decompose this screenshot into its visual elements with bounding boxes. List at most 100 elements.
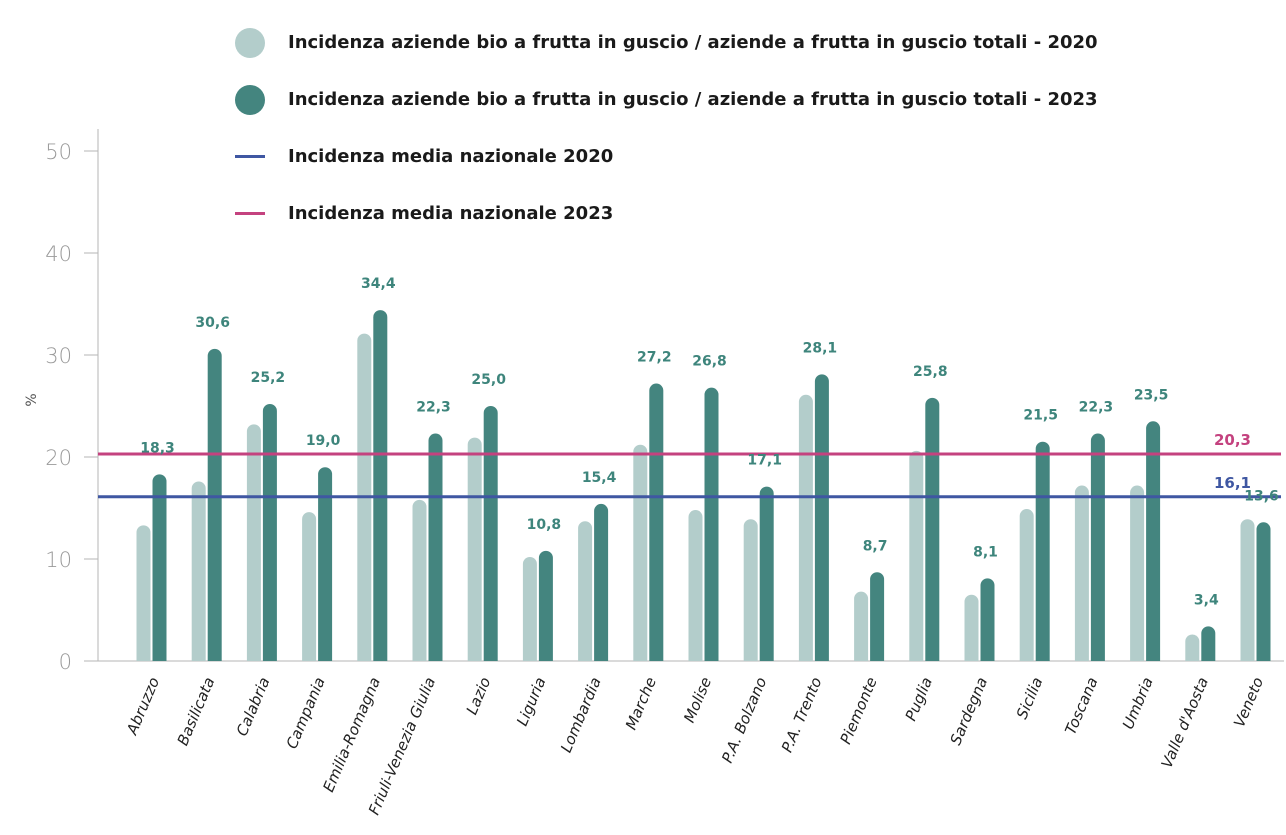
data-label-2023: 26,8 bbox=[692, 354, 727, 370]
data-label-2023: 23,5 bbox=[1134, 387, 1169, 403]
category-label: Liguria bbox=[513, 675, 550, 729]
legend-marker-mean-2023 bbox=[234, 212, 266, 215]
bar-2020 bbox=[412, 499, 427, 661]
category-label: Basilicata bbox=[174, 675, 219, 749]
category-label: Campania bbox=[283, 675, 329, 752]
data-label-2023: 15,4 bbox=[582, 470, 617, 486]
legend-marker-2023 bbox=[234, 84, 266, 115]
bar-2020 bbox=[633, 444, 648, 661]
bar-2020 bbox=[191, 481, 206, 661]
category-label: Marche bbox=[622, 675, 660, 733]
bar-2023 bbox=[649, 383, 664, 661]
bar-2020 bbox=[302, 512, 317, 661]
bar-2020 bbox=[1074, 485, 1089, 661]
legend-label-2020: Incidenza aziende bio a frutta in guscio… bbox=[288, 32, 1098, 53]
bar-2023 bbox=[207, 348, 222, 661]
data-label-2023: 19,0 bbox=[306, 433, 341, 449]
legend: Incidenza aziende bio a frutta in guscio… bbox=[234, 14, 1098, 242]
reference-lines bbox=[98, 452, 1281, 499]
legend-item-2020: Incidenza aziende bio a frutta in guscio… bbox=[234, 14, 1098, 71]
data-label-2023: 22,3 bbox=[416, 400, 451, 416]
y-axis-label: % bbox=[24, 393, 40, 406]
data-label-2023: 8,7 bbox=[863, 538, 888, 554]
data-label-2023: 28,1 bbox=[803, 340, 838, 356]
bar-2023 bbox=[870, 572, 885, 661]
legend-swatch-mean-2023 bbox=[235, 212, 265, 215]
bar-2020 bbox=[743, 519, 758, 661]
bar-2020 bbox=[964, 594, 979, 661]
data-label-2023: 22,3 bbox=[1079, 400, 1114, 416]
category-label: Molise bbox=[680, 675, 715, 726]
data-label-2023: 17,1 bbox=[747, 453, 782, 469]
bar-2023 bbox=[1090, 433, 1105, 661]
legend-item-2023: Incidenza aziende bio a frutta in guscio… bbox=[234, 71, 1098, 128]
bar-2023 bbox=[538, 550, 553, 661]
bar-2023 bbox=[704, 387, 719, 661]
data-label-2023: 21,5 bbox=[1023, 408, 1058, 424]
category-label: Lombardia bbox=[557, 675, 605, 756]
bar-2023 bbox=[152, 474, 167, 661]
bar-2023 bbox=[483, 406, 498, 661]
legend-swatch-2020 bbox=[235, 27, 265, 58]
y-tick-label: 10 bbox=[45, 548, 72, 572]
bar-2020 bbox=[1130, 485, 1145, 661]
y-tick-label: 30 bbox=[45, 344, 72, 368]
bar-2020 bbox=[1019, 509, 1034, 661]
category-label: Toscana bbox=[1061, 675, 1101, 738]
bar-2023 bbox=[814, 374, 829, 661]
chart-bars bbox=[136, 310, 1271, 661]
category-label: P.A. Bolzano bbox=[718, 675, 770, 766]
data-label-2023: 8,1 bbox=[973, 544, 998, 560]
bar-2020 bbox=[522, 556, 537, 661]
bar-2023 bbox=[1146, 421, 1161, 661]
bar-2020 bbox=[688, 510, 703, 661]
legend-label-2023: Incidenza aziende bio a frutta in guscio… bbox=[288, 89, 1098, 110]
bar-2020 bbox=[136, 525, 151, 661]
bar-2023 bbox=[594, 503, 609, 661]
legend-label-mean-2023: Incidenza media nazionale 2023 bbox=[288, 203, 614, 224]
legend-marker-2020 bbox=[234, 27, 266, 58]
y-tick-label: 20 bbox=[45, 446, 72, 470]
data-label-2023: 18,3 bbox=[140, 440, 175, 456]
category-label: Piemonte bbox=[837, 675, 881, 747]
y-tick-label: 0 bbox=[59, 650, 72, 674]
legend-item-mean-2023: Incidenza media nazionale 2023 bbox=[234, 185, 1098, 242]
data-label-2023: 25,0 bbox=[471, 372, 506, 388]
data-label-2023: 30,6 bbox=[195, 315, 230, 331]
legend-marker-mean-2020 bbox=[234, 155, 266, 158]
mean-label-2020: 16,1 bbox=[1214, 474, 1251, 492]
legend-swatch-2023 bbox=[235, 84, 265, 115]
category-label: Valle d'Aosta bbox=[1158, 675, 1212, 771]
bar-2023 bbox=[925, 397, 940, 661]
chart-axes: 0 10 20 30 40 50% bbox=[24, 129, 1284, 674]
bar-2023 bbox=[759, 486, 774, 661]
bar-2023 bbox=[1035, 441, 1050, 661]
bar-2020 bbox=[578, 521, 593, 661]
category-label: Lazio bbox=[463, 675, 495, 718]
data-label-2023: 3,4 bbox=[1194, 592, 1219, 608]
y-tick-label: 50 bbox=[45, 140, 72, 164]
bar-2020 bbox=[909, 450, 924, 661]
data-label-2023: 34,4 bbox=[361, 276, 396, 292]
y-tick-label: 40 bbox=[45, 242, 72, 266]
bar-2020 bbox=[1240, 519, 1255, 661]
mean-label-2023: 20,3 bbox=[1214, 431, 1251, 449]
data-label-2023: 25,8 bbox=[913, 364, 948, 380]
category-label: Sardegna bbox=[947, 675, 992, 748]
legend-label-mean-2020: Incidenza media nazionale 2020 bbox=[288, 146, 614, 167]
category-label: Umbria bbox=[1119, 675, 1157, 732]
bar-2020 bbox=[798, 394, 813, 661]
bar-2020 bbox=[467, 437, 482, 661]
bar-2020 bbox=[1185, 634, 1200, 661]
bar-2023 bbox=[980, 578, 995, 661]
bar-2020 bbox=[246, 424, 261, 661]
category-label: Calabria bbox=[233, 675, 274, 739]
data-label-2023: 13,6 bbox=[1244, 488, 1279, 504]
bar-2023 bbox=[318, 467, 333, 661]
bar-2023 bbox=[1256, 522, 1271, 661]
bar-2020 bbox=[854, 591, 869, 661]
bar-2023 bbox=[1201, 626, 1216, 661]
bar-2023 bbox=[262, 403, 277, 661]
legend-swatch-mean-2020 bbox=[235, 155, 265, 158]
